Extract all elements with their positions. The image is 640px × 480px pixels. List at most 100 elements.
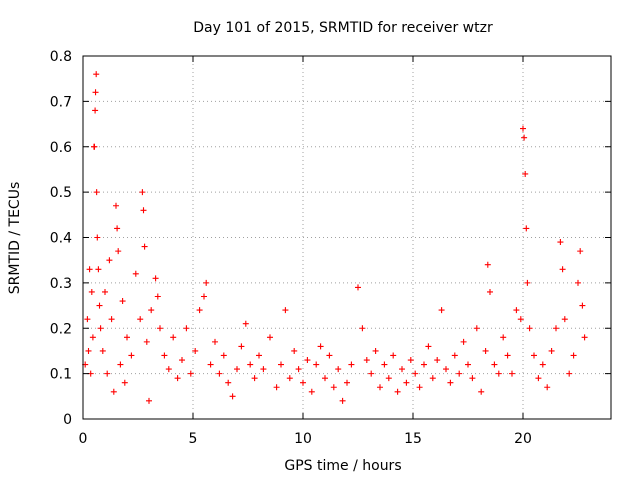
data-point	[161, 352, 168, 359]
data-point	[286, 375, 293, 382]
data-point	[179, 357, 185, 364]
data-point	[93, 189, 100, 196]
data-point	[438, 307, 445, 314]
data-point	[394, 388, 401, 395]
data-point	[110, 388, 117, 395]
data-point	[416, 384, 423, 391]
data-point	[95, 266, 102, 273]
data-point	[225, 379, 232, 386]
data-point	[148, 307, 155, 314]
data-point	[141, 243, 148, 250]
data-point	[260, 366, 267, 373]
data-point	[513, 307, 520, 314]
data-point	[91, 143, 98, 150]
data-point	[85, 347, 92, 354]
data-point	[165, 366, 172, 373]
chart-title: Day 101 of 2015, SRMTID for receiver wtz…	[193, 20, 493, 36]
data-point	[469, 375, 476, 382]
y-axis-label: SRMTID / TECUs	[7, 182, 23, 295]
data-point	[429, 375, 436, 382]
data-point	[108, 316, 115, 323]
data-point	[520, 125, 526, 132]
data-point	[251, 375, 258, 382]
data-point	[509, 370, 515, 377]
data-point	[335, 366, 342, 373]
data-point	[234, 366, 240, 373]
data-point	[104, 370, 111, 377]
x-tick-label: 0	[79, 431, 88, 447]
data-point	[174, 375, 181, 382]
data-point	[368, 370, 375, 377]
data-point	[522, 170, 529, 177]
data-point	[97, 325, 104, 332]
y-tick-label: 0.6	[50, 140, 72, 156]
data-point	[278, 361, 284, 368]
data-point	[89, 334, 96, 341]
data-point	[330, 384, 337, 391]
data-point	[381, 361, 388, 368]
data-point	[425, 343, 432, 350]
data-point	[154, 293, 161, 300]
data-point	[92, 107, 99, 114]
data-point	[308, 388, 315, 395]
data-point	[119, 298, 126, 305]
data-point	[102, 288, 108, 295]
data-point	[212, 338, 218, 345]
data-point	[478, 388, 485, 395]
data-point	[92, 89, 99, 96]
data-point	[553, 325, 559, 332]
y-tick-label: 0.2	[50, 321, 72, 337]
data-point	[113, 202, 119, 209]
data-point	[377, 384, 383, 391]
axis-ticks: 0 0.1 0.2 0.3 0.4 0.5 0.6 0.7 0.8 0 5 10 15 20	[50, 49, 611, 447]
y-tick-label: 0.5	[50, 185, 72, 201]
data-point	[282, 307, 289, 314]
data-point	[570, 352, 577, 359]
data-point	[201, 293, 207, 300]
data-point	[500, 334, 507, 341]
data-point	[359, 325, 366, 332]
data-point	[339, 397, 346, 404]
data-point	[447, 379, 454, 386]
x-tick-label: 20	[514, 431, 532, 447]
x-tick-label: 5	[189, 431, 198, 447]
data-point	[535, 375, 542, 382]
data-point	[443, 366, 449, 373]
data-point	[526, 325, 533, 332]
data-point	[521, 134, 528, 141]
data-point	[504, 352, 511, 359]
y-tick-label: 0.3	[50, 276, 72, 292]
data-point	[531, 352, 537, 359]
grid	[83, 56, 611, 419]
data-point	[247, 361, 254, 368]
data-point	[146, 397, 152, 404]
data-point	[566, 370, 573, 377]
data-point	[229, 393, 236, 400]
data-point	[137, 316, 144, 323]
data-point	[390, 352, 397, 359]
data-point	[451, 352, 458, 359]
data-point	[523, 225, 530, 232]
data-point	[577, 248, 584, 255]
y-tick-label: 0.7	[50, 94, 72, 110]
data-point	[295, 366, 302, 373]
data-point	[434, 357, 441, 364]
data-point	[317, 343, 324, 350]
data-point	[344, 379, 350, 386]
data-point	[93, 71, 100, 78]
data-point	[465, 361, 471, 368]
data-point	[460, 338, 467, 345]
y-tick-label: 0.1	[50, 367, 72, 383]
data-point	[363, 357, 370, 364]
x-tick-label: 10	[294, 431, 312, 447]
data-point	[216, 370, 223, 377]
data-point	[140, 207, 147, 214]
data-point	[539, 361, 546, 368]
x-axis-label: GPS time / hours	[284, 458, 401, 474]
data-point	[412, 370, 419, 377]
data-point	[152, 275, 159, 282]
data-point	[575, 279, 581, 286]
data-point	[484, 261, 491, 268]
data-point	[579, 302, 586, 309]
